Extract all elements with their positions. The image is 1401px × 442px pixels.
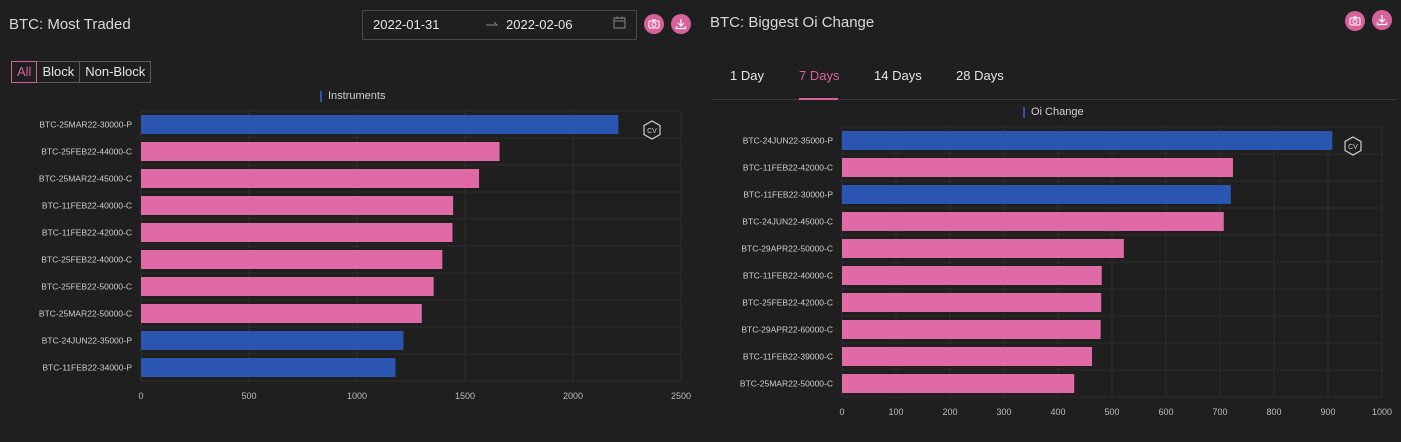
most-traded-chart: 0 500 1000 1500 2000 2500 BTC-25MAR22-30000-P B… — [39, 110, 691, 401]
legend-label: Instruments — [328, 90, 386, 102]
x-tick-label: 500 — [241, 391, 256, 401]
filter-non-block-button[interactable]: Non-Block — [79, 61, 152, 83]
cv-logo-icon: CV — [642, 120, 662, 145]
y-tick-label: BTC-24JUN22-45000-C — [742, 217, 833, 227]
x-tick-label: 0 — [138, 391, 143, 401]
date-range-picker[interactable]: 2022-01-31 2022-02-06 — [362, 10, 637, 40]
y-tick-label: BTC-25MAR22-45000-C — [39, 174, 132, 184]
download-button[interactable] — [671, 14, 691, 34]
chart-legend[interactable]: Instruments — [320, 90, 385, 102]
bar[interactable] — [141, 358, 396, 377]
x-tick-label: 0 — [839, 407, 844, 417]
active-tab-indicator — [799, 98, 838, 100]
bar[interactable] — [842, 266, 1102, 285]
date-end-input[interactable]: 2022-02-06 — [506, 17, 573, 32]
y-tick-label: BTC-25FEB22-44000-C — [41, 147, 132, 157]
download-icon — [1376, 15, 1388, 26]
download-icon — [675, 19, 687, 30]
x-tick-label: 400 — [1050, 407, 1065, 417]
date-start-input[interactable]: 2022-01-31 — [373, 17, 440, 32]
calendar-icon[interactable] — [613, 16, 626, 32]
most-traded-panel: BTC: Most Traded 2022-01-31 2022-02-06 A… — [0, 0, 700, 442]
filter-block-button[interactable]: Block — [36, 61, 81, 83]
bar[interactable] — [141, 115, 619, 134]
x-tick-label: 600 — [1158, 407, 1173, 417]
camera-button[interactable] — [1345, 11, 1365, 31]
bar[interactable] — [141, 223, 453, 242]
y-tick-label: BTC-25FEB22-50000-C — [41, 282, 132, 292]
x-tick-label: 900 — [1320, 407, 1335, 417]
y-tick-label: BTC-29APR22-60000-C — [741, 325, 833, 335]
legend-swatch — [1023, 106, 1025, 118]
x-tick-label: 2000 — [563, 391, 583, 401]
bar[interactable] — [842, 212, 1224, 231]
x-tick-label: 1500 — [455, 391, 475, 401]
bar[interactable] — [141, 277, 434, 296]
x-tick-label: 100 — [888, 407, 903, 417]
camera-button[interactable] — [644, 14, 664, 34]
y-tick-label: BTC-25MAR22-50000-C — [740, 379, 833, 389]
x-tick-label: 700 — [1212, 407, 1227, 417]
bar[interactable] — [842, 347, 1093, 366]
bar[interactable] — [842, 185, 1231, 204]
oi-change-chart: 0 100 200 300 400 500 600 700 800 900 1000 BTC-24JU… — [740, 126, 1392, 417]
bar[interactable] — [842, 320, 1101, 339]
y-tick-label: BTC-25FEB22-40000-C — [41, 255, 132, 265]
panel-title: BTC: Most Traded — [9, 16, 131, 33]
y-tick-label: BTC-11FEB22-42000-C — [743, 163, 833, 173]
y-tick-label: BTC-24JUN22-35000-P — [42, 336, 133, 346]
bar[interactable] — [141, 169, 480, 188]
svg-text:CV: CV — [647, 128, 657, 135]
bar[interactable] — [842, 131, 1333, 150]
y-tick-label: BTC-29APR22-50000-C — [741, 244, 833, 254]
arrow-right-icon — [485, 15, 499, 32]
y-tick-label: BTC-11FEB22-34000-P — [42, 363, 132, 373]
y-tick-label: BTC-11FEB22-42000-C — [42, 228, 132, 238]
bar[interactable] — [141, 304, 422, 323]
x-tick-label: 200 — [942, 407, 957, 417]
bar[interactable] — [141, 331, 404, 350]
legend-label: Oi Change — [1031, 106, 1084, 118]
x-tick-label: 1000 — [347, 391, 367, 401]
chart-legend[interactable]: Oi Change — [1023, 106, 1084, 118]
y-tick-label: BTC-25MAR22-30000-P — [39, 120, 132, 130]
oi-change-panel: BTC: Biggest Oi Change 1 Day 7 Days 14 D… — [700, 0, 1401, 442]
x-tick-label: 2500 — [671, 391, 691, 401]
y-tick-label: BTC-24JUN22-35000-P — [743, 136, 834, 146]
x-tick-label: 800 — [1266, 407, 1281, 417]
bar[interactable] — [842, 293, 1102, 312]
tab-7-days[interactable]: 7 Days — [799, 68, 840, 83]
x-tick-label: 300 — [996, 407, 1011, 417]
legend-swatch — [320, 90, 322, 102]
panel-title: BTC: Biggest Oi Change — [710, 14, 875, 31]
bar[interactable] — [141, 196, 454, 215]
y-tick-label: BTC-11FEB22-40000-C — [42, 201, 132, 211]
filter-all-button[interactable]: All — [11, 61, 38, 83]
bar[interactable] — [141, 142, 500, 161]
bar[interactable] — [842, 374, 1075, 393]
y-tick-label: BTC-11FEB22-30000-P — [743, 190, 833, 200]
tab-28-days[interactable]: 28 Days — [956, 68, 1004, 83]
bar[interactable] — [141, 250, 443, 269]
tab-1-day[interactable]: 1 Day — [730, 68, 764, 83]
camera-icon — [648, 19, 660, 29]
bar[interactable] — [842, 158, 1233, 177]
x-tick-label: 500 — [1104, 407, 1119, 417]
cv-logo-icon: CV — [1343, 136, 1363, 161]
download-button[interactable] — [1372, 10, 1392, 30]
y-tick-label: BTC-25FEB22-42000-C — [742, 298, 833, 308]
time-range-tabs: 1 Day 7 Days 14 Days 28 Days — [712, 60, 1396, 100]
svg-text:CV: CV — [1348, 144, 1358, 151]
trade-type-filter: All Block Non-Block — [11, 61, 152, 83]
y-tick-label: BTC-11FEB22-40000-C — [743, 271, 833, 281]
y-tick-label: BTC-25MAR22-50000-C — [39, 309, 132, 319]
camera-icon — [1349, 16, 1361, 26]
x-tick-label: 1000 — [1372, 407, 1392, 417]
y-tick-label: BTC-11FEB22-39000-C — [743, 352, 833, 362]
bar[interactable] — [842, 239, 1124, 258]
tab-14-days[interactable]: 14 Days — [874, 68, 922, 83]
